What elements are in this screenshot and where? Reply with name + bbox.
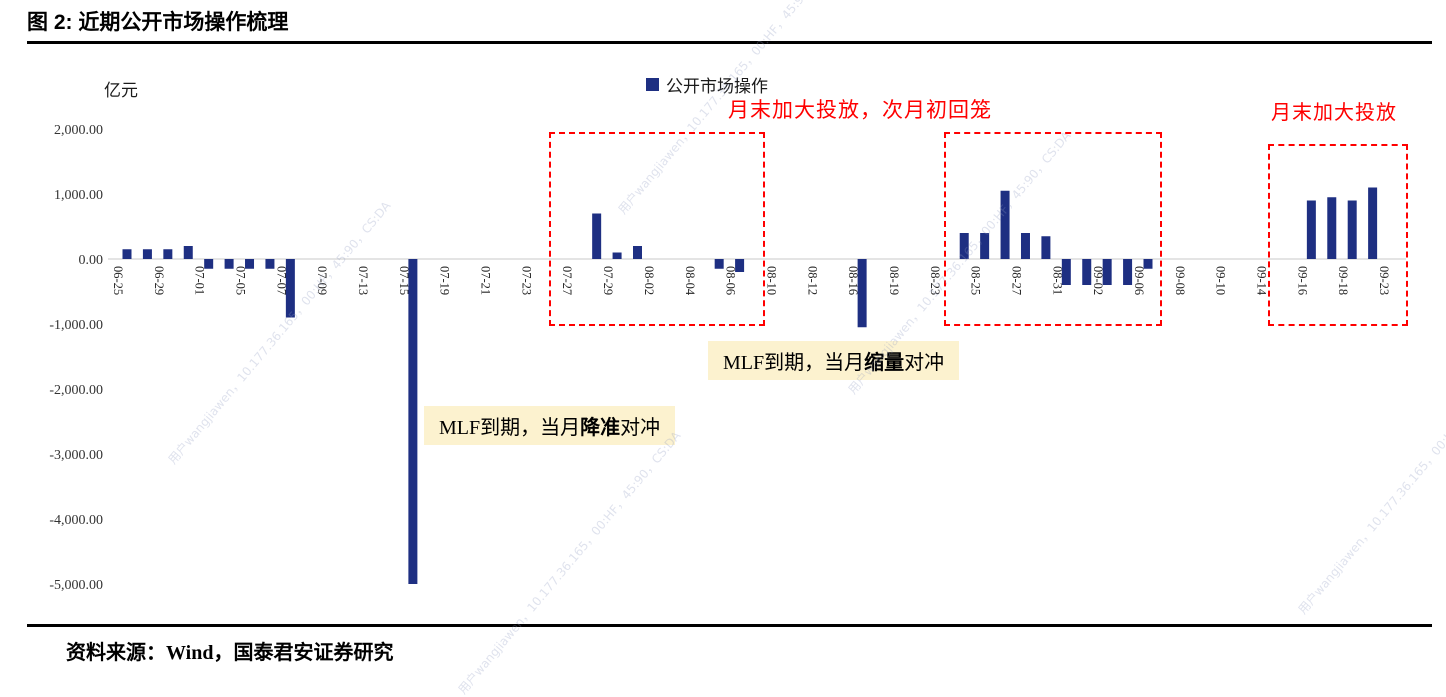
bar <box>1102 259 1112 285</box>
note-text: 对冲 <box>904 352 945 374</box>
figure-title: 图 2: 近期公开市场操作梳理 <box>27 0 1432 44</box>
x-tick-label: 09-06 <box>1132 266 1146 295</box>
bar <box>980 233 990 259</box>
x-tick-label: 06-25 <box>111 266 125 295</box>
x-tick-label: 08-23 <box>928 266 942 295</box>
annotation-mlf-reduced-rollover: MLF到期，当月缩量对冲 <box>708 341 960 380</box>
x-tick-label: 09-14 <box>1255 266 1269 296</box>
bar <box>1000 190 1010 259</box>
bar <box>183 246 193 259</box>
source-note: 资料来源：Wind，国泰君安证券研究 <box>27 624 1432 665</box>
y-tick-label: -5,000.00 <box>49 578 103 593</box>
bar <box>1143 259 1153 269</box>
y-tick-label: 0.00 <box>79 253 104 268</box>
y-tick-label: 1,000.00 <box>54 188 103 203</box>
bar <box>1347 200 1357 259</box>
note-text-bold: 降准 <box>580 417 621 439</box>
bar <box>265 259 275 269</box>
bar <box>1306 200 1316 259</box>
x-tick-label: 08-19 <box>887 266 901 295</box>
bar <box>1327 197 1337 259</box>
y-tick-label: -3,000.00 <box>49 448 103 463</box>
y-tick-label: 2,000.00 <box>54 123 103 138</box>
bar <box>245 259 255 269</box>
note-text-bold: 缩量 <box>864 352 905 374</box>
legend-label: 公开市场操作 <box>666 77 768 96</box>
legend-swatch-icon <box>646 78 659 91</box>
bar <box>959 233 969 259</box>
bar <box>142 249 152 259</box>
x-tick-label: 07-05 <box>234 266 248 295</box>
x-tick-label: 08-02 <box>642 266 656 295</box>
legend: 公开市场操作 <box>646 72 768 97</box>
x-tick-label: 09-18 <box>1336 266 1350 295</box>
bar <box>612 252 622 259</box>
x-tick-label: 08-25 <box>969 266 983 295</box>
x-tick-label: 07-19 <box>438 266 452 295</box>
bar <box>224 259 234 269</box>
bar <box>633 246 642 259</box>
bar <box>714 259 724 269</box>
x-tick-label: 07-07 <box>274 266 288 295</box>
y-axis-unit-label: 亿元 <box>104 81 138 100</box>
note-text: 对冲 <box>620 417 661 439</box>
x-tick-label: 07-13 <box>356 266 370 295</box>
bar <box>1061 259 1071 285</box>
x-tick-label: 07-29 <box>601 266 615 295</box>
bar <box>1082 259 1092 285</box>
bar <box>1123 259 1133 285</box>
bar <box>1368 187 1378 259</box>
x-tick-label: 08-10 <box>764 266 778 295</box>
bar <box>204 259 214 269</box>
x-tick-label: 08-12 <box>805 266 819 295</box>
bar <box>285 259 295 318</box>
highlight-box-july-august <box>549 132 765 326</box>
x-tick-label: 07-27 <box>560 266 574 295</box>
x-tick-label: 08-04 <box>683 266 697 296</box>
highlight-box-august-september <box>944 132 1162 326</box>
bar-chart-plot: 2,000.00 1,000.00 0.00 -1,000.00 -2,000.00 -3… <box>49 123 1406 593</box>
annotation-month-end-injection: 月末加大投放 <box>1271 102 1397 124</box>
y-tick-label: -2,000.00 <box>49 383 103 398</box>
bar <box>122 249 132 259</box>
x-tick-label: 07-23 <box>519 266 533 295</box>
x-tick-label: 09-10 <box>1214 266 1228 295</box>
highlight-box-september <box>1268 144 1408 326</box>
y-tick-label: -1,000.00 <box>49 318 103 333</box>
x-tick-label: 06-29 <box>152 266 166 295</box>
x-tick-label: 08-27 <box>1009 266 1023 295</box>
x-tick-label: 08-31 <box>1050 266 1064 295</box>
x-tick-label: 09-02 <box>1091 266 1105 295</box>
bar <box>1020 233 1030 259</box>
bar <box>857 259 867 328</box>
y-tick-label: -4,000.00 <box>49 513 103 528</box>
x-tick-label: 07-09 <box>315 266 329 295</box>
x-tick-label: 08-16 <box>846 266 860 295</box>
bar <box>1041 236 1051 259</box>
x-tick-label: 09-08 <box>1173 266 1187 295</box>
annotation-month-end-injection-withdrawal: 月末加大投放，次月初回笼 <box>728 98 992 122</box>
bar <box>408 259 418 584</box>
x-tick-label: 07-15 <box>397 266 411 295</box>
bar <box>163 249 173 259</box>
x-tick-label: 07-01 <box>193 266 207 295</box>
bar <box>735 259 745 272</box>
bar <box>592 213 602 259</box>
x-tick-label: 08-06 <box>724 266 738 295</box>
annotation-mlf-rrr-cut-hedge: MLF到期，当月降准对冲 <box>424 406 676 445</box>
note-text: MLF到期，当月 <box>723 352 865 374</box>
x-tick-label: 09-16 <box>1295 266 1309 295</box>
note-text: MLF到期，当月 <box>439 417 581 439</box>
x-tick-label: 07-21 <box>479 266 493 295</box>
x-tick-label: 09-23 <box>1377 266 1391 295</box>
